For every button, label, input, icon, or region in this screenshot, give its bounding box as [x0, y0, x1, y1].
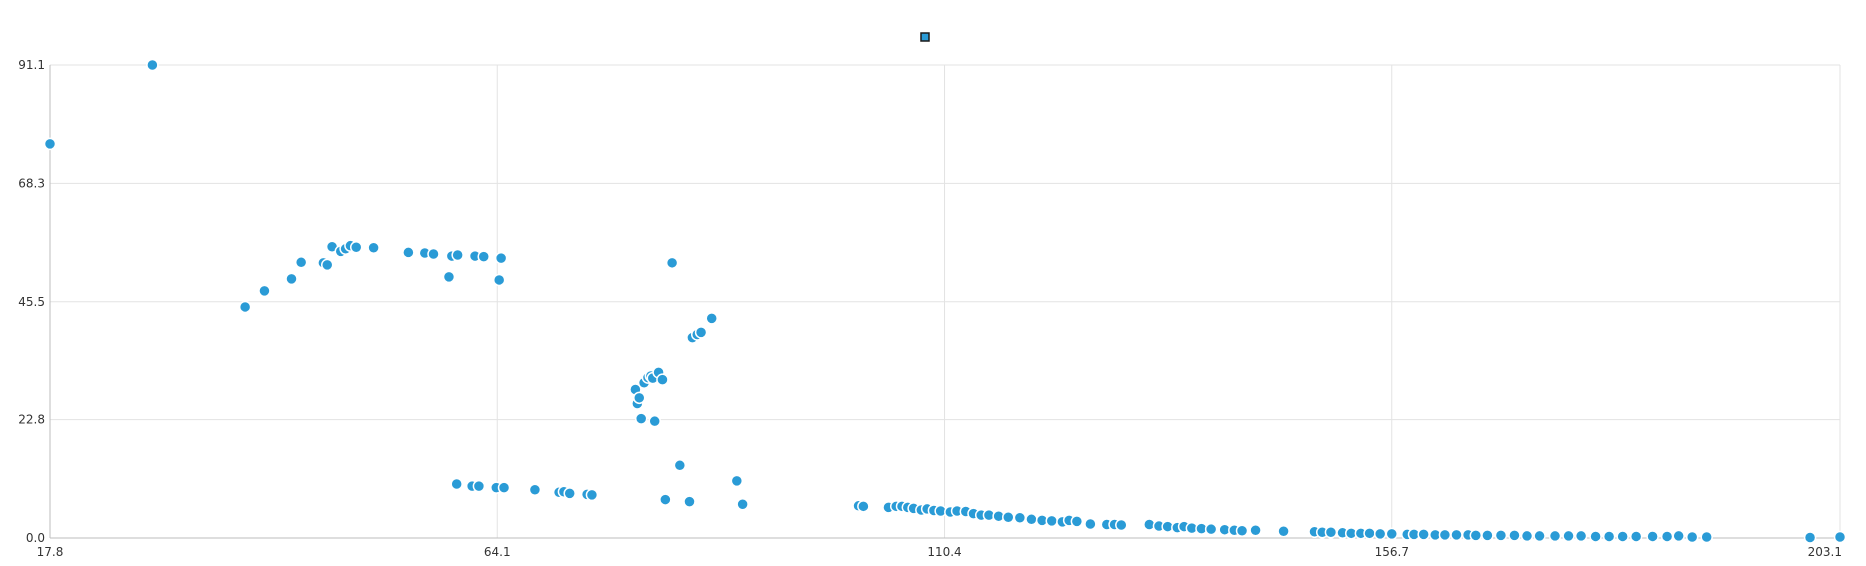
data-point[interactable] — [1533, 529, 1546, 543]
y-tick-label: 68.3 — [18, 176, 45, 190]
data-point[interactable] — [1363, 527, 1376, 540]
data-point[interactable] — [1324, 526, 1338, 539]
data-point[interactable] — [1277, 525, 1290, 538]
data-point[interactable] — [1685, 530, 1699, 544]
data-point[interactable] — [857, 500, 870, 513]
data-point[interactable] — [1469, 529, 1483, 542]
data-point[interactable] — [494, 251, 508, 265]
data-point[interactable] — [1548, 529, 1562, 543]
data-point[interactable] — [1494, 529, 1508, 542]
x-tick-label: 203.1 — [1808, 545, 1842, 559]
data-point[interactable] — [402, 246, 415, 259]
data-point[interactable] — [1002, 510, 1015, 524]
data-point[interactable] — [477, 250, 490, 263]
data-point[interactable] — [648, 414, 661, 428]
data-point[interactable] — [1562, 529, 1575, 543]
data-point[interactable] — [1417, 528, 1430, 541]
data-point[interactable] — [442, 270, 456, 284]
data-point[interactable] — [1481, 529, 1494, 542]
data-point[interactable] — [472, 479, 486, 493]
data-point[interactable] — [1013, 511, 1027, 525]
data-point[interactable] — [673, 459, 687, 472]
data-point[interactable] — [656, 373, 669, 386]
data-point[interactable] — [1115, 518, 1128, 532]
x-tick-label: 110.4 — [927, 545, 961, 559]
data-point[interactable] — [1045, 514, 1058, 528]
data-point[interactable] — [1803, 531, 1817, 544]
data-point[interactable] — [450, 477, 463, 491]
data-point[interactable] — [1672, 529, 1685, 543]
y-tick-label: 45.5 — [18, 295, 45, 309]
data-point[interactable] — [694, 326, 708, 339]
data-point[interactable] — [736, 498, 749, 511]
data-point[interactable] — [1235, 524, 1249, 537]
data-point[interactable] — [1070, 515, 1084, 528]
data-point[interactable] — [633, 391, 646, 405]
data-point[interactable] — [1450, 528, 1463, 542]
data-point[interactable] — [1574, 529, 1588, 543]
data-point[interactable] — [563, 487, 576, 500]
data-point[interactable] — [1025, 513, 1038, 526]
data-point[interactable] — [238, 300, 252, 314]
data-point[interactable] — [1660, 530, 1674, 543]
data-point[interactable] — [659, 493, 672, 506]
square-marker-icon[interactable] — [920, 32, 930, 42]
x-tick-label: 156.7 — [1375, 545, 1409, 559]
data-point[interactable] — [146, 58, 159, 72]
y-tick-label: 91.1 — [18, 58, 45, 72]
data-point[interactable] — [683, 495, 696, 508]
data-point[interactable] — [1084, 517, 1097, 531]
data-point[interactable] — [1616, 530, 1629, 543]
y-tick-label: 0.0 — [26, 531, 45, 545]
data-point[interactable] — [1520, 529, 1534, 543]
grid — [49, 64, 1841, 539]
data-point[interactable] — [1589, 530, 1602, 543]
data-point[interactable] — [1629, 530, 1643, 543]
data-point[interactable] — [1373, 527, 1387, 541]
data-point[interactable] — [705, 312, 718, 325]
data-point[interactable] — [1249, 523, 1262, 537]
y-tick-label: 22.8 — [18, 413, 45, 427]
x-tick-label: 64.1 — [484, 545, 511, 559]
data-point[interactable] — [1204, 522, 1218, 536]
data-point[interactable] — [730, 474, 744, 488]
data-point[interactable] — [1385, 527, 1399, 541]
data-point[interactable] — [1646, 530, 1659, 543]
data-point[interactable] — [497, 481, 511, 494]
legend[interactable] — [920, 32, 930, 42]
data-point[interactable] — [43, 137, 57, 151]
data-point[interactable] — [285, 272, 298, 286]
data-point[interactable] — [320, 258, 334, 272]
data-point[interactable] — [585, 488, 599, 502]
data-point[interactable] — [294, 256, 308, 269]
data-point[interactable] — [1508, 529, 1521, 542]
data-point[interactable] — [1833, 530, 1847, 544]
data-point[interactable] — [427, 247, 440, 261]
data-point[interactable] — [367, 241, 380, 255]
data-point[interactable] — [1438, 528, 1452, 542]
data-point[interactable] — [665, 256, 679, 270]
data-points — [43, 58, 1847, 544]
tick-labels: 17.8 64.1 110.4 156.7 203.1 0.0 22.8 45.5 68.3 91… — [18, 58, 1842, 559]
data-point[interactable] — [1700, 530, 1713, 544]
data-point[interactable] — [634, 412, 648, 425]
data-point[interactable] — [258, 284, 271, 298]
data-point[interactable] — [492, 273, 506, 287]
data-point[interactable] — [451, 248, 464, 262]
data-point[interactable] — [528, 483, 542, 496]
data-point[interactable] — [349, 240, 363, 254]
data-point[interactable] — [1602, 530, 1616, 543]
x-tick-label: 17.8 — [37, 545, 64, 559]
